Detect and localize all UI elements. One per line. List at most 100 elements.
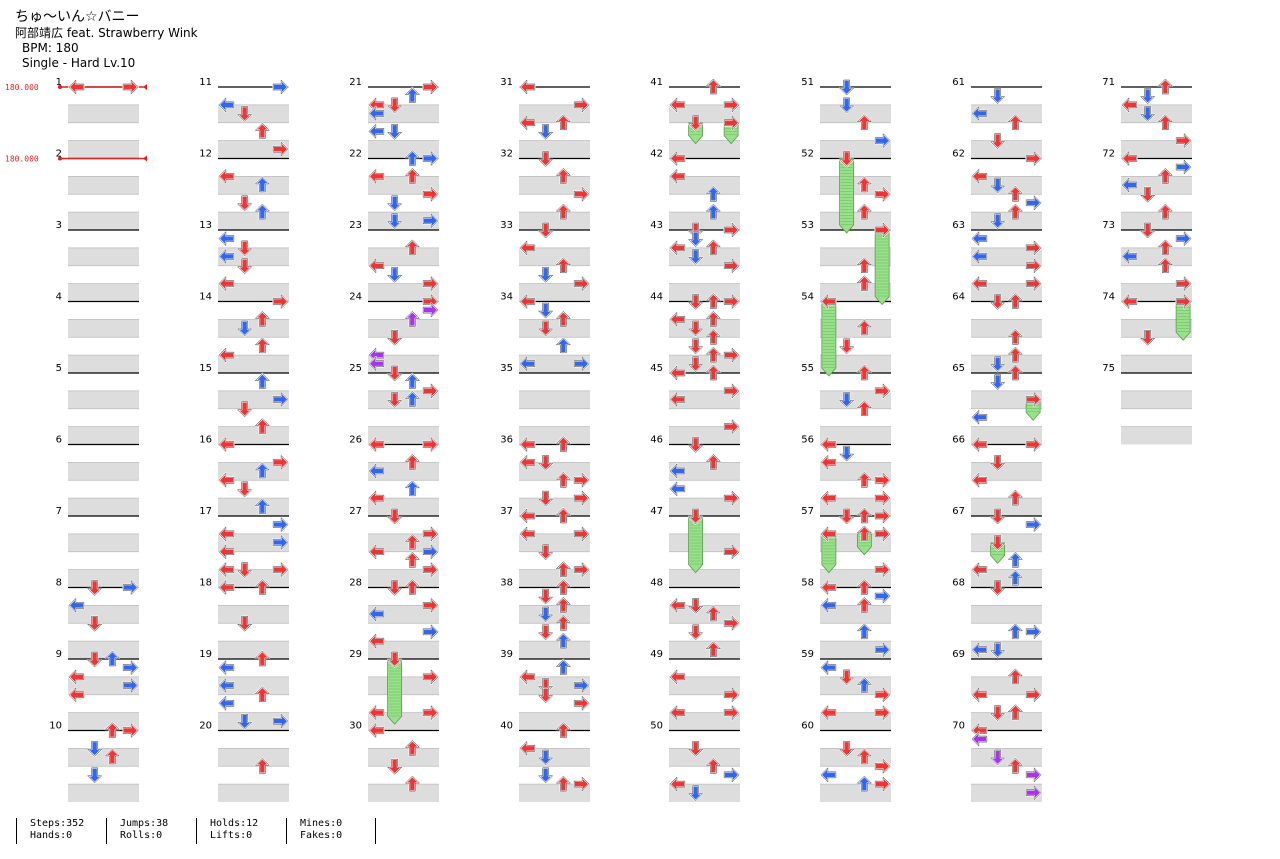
beat-band [368,712,439,731]
beat-band [368,533,439,552]
arrow-down-icon [1139,222,1156,239]
beat-band [971,104,1042,123]
bpm-label: 180.000 [5,155,39,164]
arrow-outline [237,195,252,212]
hold-shape [387,658,403,725]
hold-shape [821,301,837,377]
arrow-outline [669,365,686,381]
arrow-right-icon [874,186,891,203]
arrow-down-icon [687,293,704,311]
arrow-right-icon [272,141,289,158]
arrow-outline [573,490,590,506]
hold-shape [688,515,704,574]
measure-number: 4 [56,292,62,303]
beat-band [971,641,1042,659]
arrow-right-icon [573,275,590,292]
beat-band [68,319,139,338]
arrow-up-icon [254,176,271,193]
arrow-outline [688,338,703,355]
arrow-outline [272,141,289,157]
arrow-shape [705,78,722,95]
beat-band [218,426,289,445]
arrow-outline [556,632,571,649]
beat-band [669,605,740,624]
arrow-outline [422,562,439,577]
beat-band [820,569,891,588]
beat-band [218,140,289,159]
arrow-up-icon [254,310,271,328]
arrow-outline [857,203,872,220]
arrow-down-icon [989,749,1006,766]
arrow-right-icon [874,704,891,721]
beat-band [971,247,1042,266]
measure-number: 70 [952,721,965,732]
measure-number: 58 [801,578,814,589]
arrow-outline [990,455,1005,471]
arrow-outline [405,454,420,470]
arrow-up-icon [254,757,271,775]
arrow-outline [538,222,553,239]
arrow-up-icon [705,328,722,346]
arrow-outline [538,490,553,507]
arrow-outline [422,705,439,720]
arrow-outline [556,722,571,738]
arrow-down-icon [537,302,554,319]
beat-band [368,498,439,516]
arrow-shape [236,195,253,212]
arrow-outline [237,106,252,122]
arrow-up-icon [555,614,572,632]
arrow-right-icon [1025,240,1042,256]
beat-band [68,462,139,481]
arrow-outline [688,222,703,239]
beat-band [368,390,439,409]
arrow-outline [519,115,536,130]
arrow-left-icon [368,490,385,506]
arrow-right-icon [1175,159,1192,175]
measure-number: 66 [952,435,965,446]
arrow-right-icon [1025,275,1042,292]
arrow-down-icon [989,132,1006,150]
arrow-right-icon [422,150,439,167]
arrow-outline [556,436,571,452]
arrow-outline [706,293,721,309]
arrow-outline [387,759,402,775]
arrow-outline [218,231,235,246]
arrow-outline [706,641,721,657]
arrow-outline [723,490,740,506]
arrow-outline [538,455,553,471]
arrow-outline [573,356,590,371]
arrow-down-icon [838,150,855,168]
arrow-left-icon [971,409,988,426]
beat-band [971,212,1042,230]
stat-holds: Holds:12 [210,818,259,829]
stat-mines: Mines:0 [300,818,343,829]
stat-column: Holds:12 Lifts:0 [196,818,258,844]
arrow-shape [254,122,271,140]
beat-band [820,784,891,802]
arrow-down-icon [838,97,855,114]
beat-band [820,355,891,373]
measure-number: 56 [801,435,814,446]
arrow-outline [1025,437,1042,452]
arrow-outline [1008,704,1023,720]
hold-body [1175,301,1191,341]
arrow-outline [422,669,439,685]
measure-number: 54 [801,292,814,303]
arrow-up-icon [856,676,873,694]
arrow-right-icon [1175,132,1192,149]
arrow-left-icon [368,123,385,140]
arrow-outline [218,276,235,291]
arrow-shape [122,79,139,95]
beat-band [971,569,1042,588]
arrow-outline [1158,168,1173,184]
arrow-left-icon [519,240,536,256]
arrow-outline [688,294,703,310]
arrow-down-icon [687,740,704,758]
arrow-up-icon [1007,703,1024,721]
arrow-right-icon [723,293,740,310]
arrow-outline [1008,114,1023,130]
arrow-outline [971,231,988,246]
measure-number: 55 [801,363,814,374]
arrow-outline [87,580,102,596]
arrow-right-icon [874,472,891,489]
